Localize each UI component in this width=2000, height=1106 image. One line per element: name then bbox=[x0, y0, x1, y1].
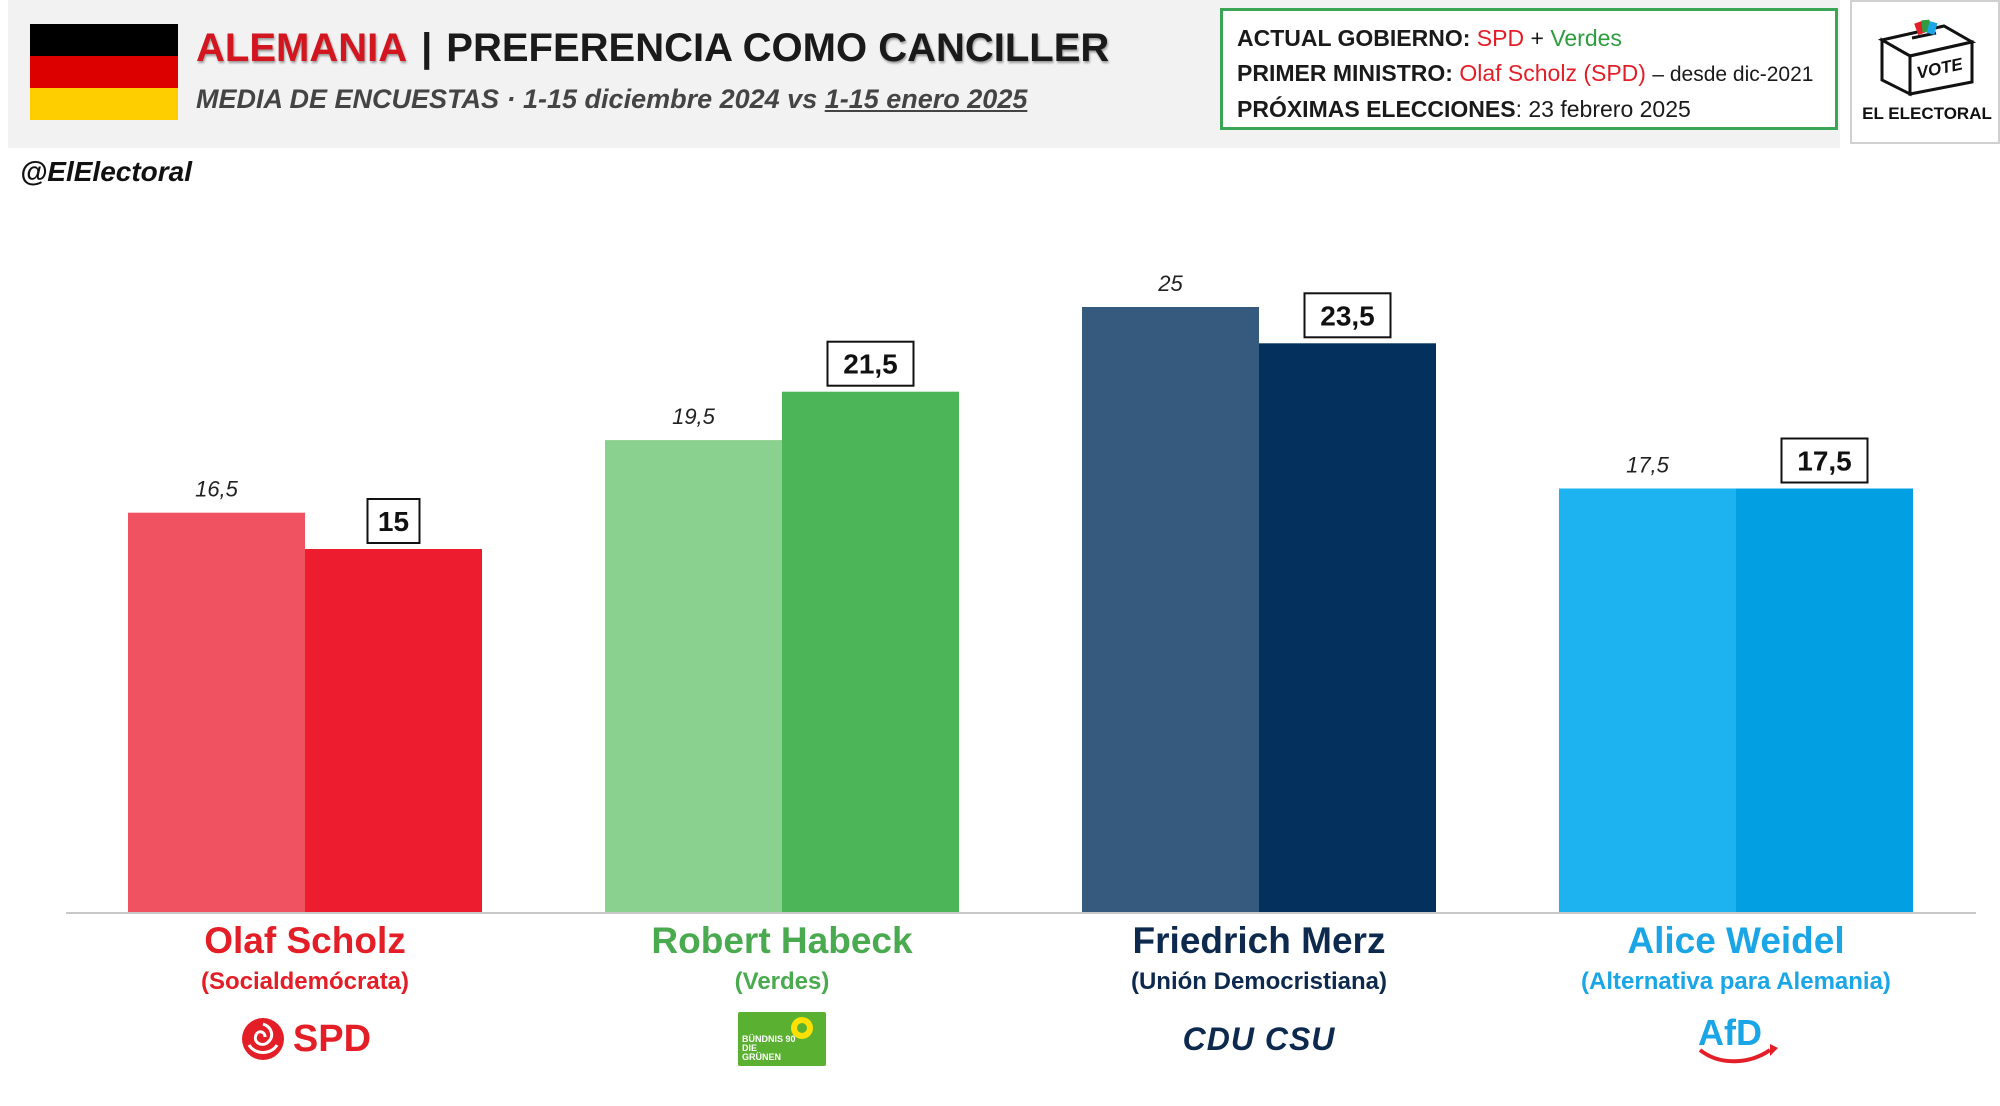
party-logo-2: BÜNDNIS 90 DIE GRÜNEN bbox=[736, 1012, 828, 1066]
elections-label: PRÓXIMAS ELECCIONES bbox=[1237, 96, 1516, 122]
pm-line: PRIMER MINISTRO: Olaf Scholz (SPD) – des… bbox=[1237, 56, 1821, 92]
flag-stripe-gold bbox=[30, 88, 178, 120]
title-separator: | bbox=[421, 26, 433, 70]
party-logo-1: SPD bbox=[235, 1012, 375, 1066]
data-label-dec-1: 16,5 bbox=[195, 477, 239, 502]
data-label-box-jan-4 bbox=[1780, 437, 1869, 484]
data-label-box-jan-2 bbox=[826, 340, 915, 387]
flag-stripe-red bbox=[30, 56, 178, 88]
bar-dec-1 bbox=[128, 512, 305, 912]
bar-dec-2 bbox=[605, 440, 782, 912]
el-electoral-logo: VOTE EL ELECTORAL bbox=[1850, 0, 2000, 144]
flag-stripe-black bbox=[30, 24, 178, 56]
gov-plus: + bbox=[1530, 25, 1544, 51]
ballot-box-icon: VOTE bbox=[1877, 19, 1977, 97]
title-strong: CANCILLER bbox=[878, 26, 1110, 70]
rose-icon bbox=[241, 1018, 284, 1060]
candidate-party-4: (Alternativa para Alemania) bbox=[1581, 968, 1891, 995]
data-label-dec-2: 19,5 bbox=[672, 404, 716, 429]
cdu-csu-icon: CDU CSU bbox=[1182, 1020, 1336, 1057]
data-label-box-jan-1 bbox=[366, 498, 421, 544]
data-label-jan-3: 23,5 bbox=[1320, 300, 1375, 331]
candidate-party-1: (Socialdemócrata) bbox=[200, 968, 410, 995]
candidate-party-2: (Verdes) bbox=[734, 968, 830, 995]
candidate-name-4: Alice Weidel bbox=[1627, 920, 1845, 961]
twitter-handle: @ElElectoral bbox=[20, 156, 193, 187]
bar-jan-1 bbox=[305, 549, 482, 912]
candidate-name-2: Robert Habeck bbox=[651, 920, 913, 961]
gov-line: ACTUAL GOBIERNO: SPD + Verdes bbox=[1237, 21, 1821, 56]
data-label-jan-4: 17,5 bbox=[1797, 446, 1852, 477]
data-label-dec-4: 17,5 bbox=[1626, 453, 1670, 478]
bar-jan-2 bbox=[782, 391, 959, 912]
logo-name: EL ELECTORAL bbox=[1862, 104, 1992, 123]
data-label-box-jan-3 bbox=[1303, 292, 1392, 339]
pm-name: Olaf Scholz (SPD) bbox=[1459, 60, 1646, 86]
government-info-box: ACTUAL GOBIERNO: SPD + Verdes PRIMER MIN… bbox=[1220, 8, 1838, 130]
candidate-name-3: Friedrich Merz bbox=[1132, 920, 1386, 961]
bar-jan-4 bbox=[1736, 488, 1913, 912]
data-label-dec-3: 25 bbox=[1157, 271, 1183, 296]
bar-jan-3 bbox=[1259, 343, 1436, 912]
data-label-jan-2: 21,5 bbox=[843, 349, 898, 380]
page-title: ALEMANIA | PREFERENCIA COMO CANCILLER bbox=[196, 26, 1109, 71]
greens-logo-text: BÜNDNIS 90 DIE GRÜNEN bbox=[742, 1034, 796, 1062]
data-label-jan-1: 15 bbox=[378, 506, 409, 537]
bar-dec-3 bbox=[1082, 307, 1259, 912]
elections-date: : 23 febrero 2025 bbox=[1515, 96, 1691, 122]
subtitle-prefix: MEDIA DE ENCUESTAS · 1-15 diciembre 2024… bbox=[196, 84, 825, 114]
subtitle-underlined: 1-15 enero 2025 bbox=[824, 84, 1028, 114]
party-logo-3: CDU CSU bbox=[1164, 1012, 1354, 1066]
germany-flag-icon bbox=[30, 24, 178, 120]
candidate-name-1: Olaf Scholz bbox=[204, 920, 406, 961]
spd-logo-text: SPD bbox=[292, 1017, 372, 1060]
title-light: PREFERENCIA COMO bbox=[446, 26, 868, 70]
afd-logo-text: AfD bbox=[1698, 1012, 1762, 1053]
subtitle: MEDIA DE ENCUESTAS · 1-15 diciembre 2024… bbox=[196, 84, 1027, 115]
party-logo-4: AfD bbox=[1681, 1012, 1791, 1066]
sunflower-icon: BÜNDNIS 90 DIE GRÜNEN bbox=[738, 1012, 826, 1066]
candidate-party-3: (Unión Democristiana) bbox=[1130, 968, 1388, 995]
gov-party-1: SPD bbox=[1476, 25, 1525, 51]
gov-party-2: Verdes bbox=[1550, 25, 1622, 51]
afd-arrow-icon: AfD bbox=[1686, 1012, 1786, 1066]
gov-label: ACTUAL GOBIERNO: bbox=[1237, 25, 1471, 51]
pm-since: – desde dic-2021 bbox=[1652, 63, 1814, 86]
bar-dec-4 bbox=[1559, 488, 1736, 912]
title-country: ALEMANIA bbox=[196, 26, 408, 70]
pm-label: PRIMER MINISTRO: bbox=[1237, 60, 1453, 86]
elections-line: PRÓXIMAS ELECCIONES: 23 febrero 2025 bbox=[1237, 92, 1821, 127]
